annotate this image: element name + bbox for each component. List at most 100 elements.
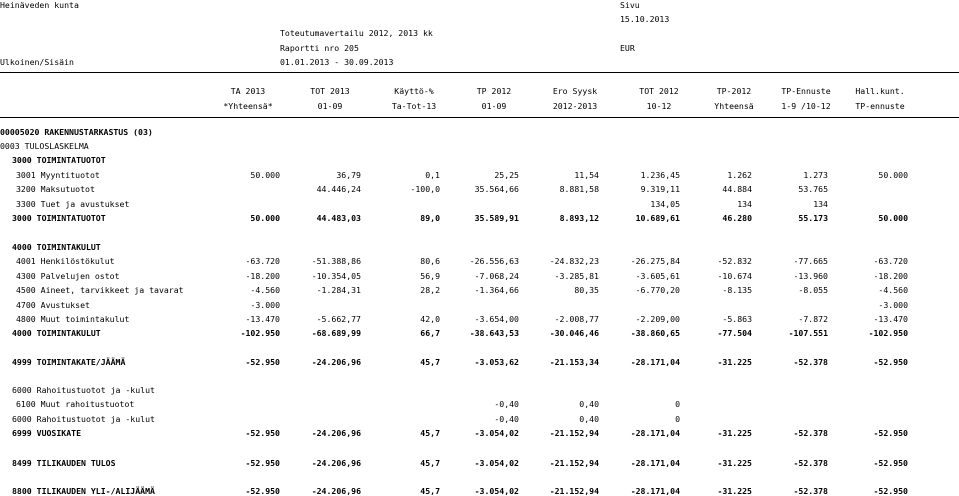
table-cell: -3.054,02: [474, 486, 519, 496]
table-cell: -24.206,96: [311, 357, 361, 367]
table-cell: -0,40: [494, 414, 519, 424]
table-cell: 8.881,58: [559, 184, 599, 194]
report-number: Raportti nro 205: [280, 43, 359, 53]
row-label: 3000 TOIMINTATUOTOT: [12, 213, 106, 223]
table-cell: 45,7: [420, 428, 440, 438]
table-cell: -52.378: [793, 486, 828, 496]
row-label: 6000 Rahoitustuotot ja -kulut: [12, 414, 155, 424]
table-cell: 66,7: [420, 328, 440, 338]
column-header-sub: TP-ennuste: [855, 101, 905, 111]
table-cell: 42,0: [420, 314, 440, 324]
period-label: 01.01.2013 - 30.09.2013: [280, 57, 394, 67]
table-cell: 50.000: [878, 213, 908, 223]
table-cell: -10.354,05: [311, 271, 361, 281]
table-cell: -1.284,31: [316, 285, 361, 295]
table-cell: -77.665: [793, 256, 828, 266]
table-cell: -3.654,00: [474, 314, 519, 324]
table-cell: -100,0: [410, 184, 440, 194]
table-cell: -31.225: [717, 458, 752, 468]
table-cell: -102.950: [868, 328, 908, 338]
table-cell: -5.662,77: [316, 314, 361, 324]
table-cell: -21.152,94: [549, 458, 599, 468]
table-cell: -52.950: [873, 428, 908, 438]
table-cell: -3.053,62: [474, 357, 519, 367]
currency-label: EUR: [620, 43, 635, 53]
table-cell: 1.262: [727, 170, 752, 180]
table-cell: 45,7: [420, 486, 440, 496]
table-cell: -31.225: [717, 428, 752, 438]
table-cell: 45,7: [420, 357, 440, 367]
table-cell: -13.470: [245, 314, 280, 324]
table-cell: -52.378: [793, 428, 828, 438]
table-cell: 35.589,91: [474, 213, 519, 223]
table-cell: 28,2: [420, 285, 440, 295]
table-cell: -28.171,04: [630, 357, 680, 367]
scope-label: Ulkoinen/Sisäin: [0, 57, 74, 67]
table-cell: 1.236,45: [640, 170, 680, 180]
row-label: 6000 Rahoitustuotot ja -kulut: [12, 385, 155, 395]
table-cell: -1.364,66: [474, 285, 519, 295]
table-cell: -52.832: [717, 256, 752, 266]
table-cell: -28.171,04: [630, 428, 680, 438]
table-cell: -3.054,02: [474, 458, 519, 468]
table-cell: 55.173: [798, 213, 828, 223]
table-cell: 0,40: [579, 414, 599, 424]
column-header-sub: 10-12: [646, 101, 672, 111]
table-cell: 0,1: [425, 170, 440, 180]
table-cell: 80,6: [420, 256, 440, 266]
table-cell: -3.000: [878, 300, 908, 310]
table-cell: 44.483,03: [316, 213, 361, 223]
table-cell: -52.378: [793, 357, 828, 367]
table-cell: -52.950: [873, 458, 908, 468]
table-cell: -21.153,34: [549, 357, 599, 367]
table-cell: -63.720: [873, 256, 908, 266]
row-label: 3200 Maksutuotot: [16, 184, 95, 194]
table-cell: -4.560: [250, 285, 280, 295]
table-cell: -52.950: [245, 428, 280, 438]
table-cell: 0,40: [579, 399, 599, 409]
column-header-sub: Ta-Tot-13: [391, 101, 437, 111]
table-cell: -5.863: [722, 314, 752, 324]
column-header-top: Ero Syysk: [552, 86, 598, 96]
row-label: 8499 TILIKAUDEN TULOS: [12, 458, 116, 468]
row-label: 4700 Avustukset: [16, 300, 90, 310]
table-cell: -18.200: [873, 271, 908, 281]
table-cell: 53.765: [798, 184, 828, 194]
report-title: Toteutumavertailu 2012, 2013 kk: [280, 28, 433, 38]
row-label: 3000 TOIMINTATUOTOT: [12, 155, 106, 165]
table-cell: 134,05: [650, 199, 680, 209]
table-cell: 46.280: [722, 213, 752, 223]
table-cell: -6.770,20: [635, 285, 680, 295]
statement-name: 0003 TULOSLASKELMA: [0, 141, 89, 151]
table-cell: -52.950: [873, 486, 908, 496]
row-label: 4500 Aineet, tarvikkeet ja tavarat: [16, 285, 184, 295]
table-cell: 45,7: [420, 458, 440, 468]
column-header-sub: 2012-2013: [552, 101, 598, 111]
table-cell: 134: [737, 199, 752, 209]
table-cell: 0: [675, 399, 680, 409]
table-cell: -2.008,77: [554, 314, 599, 324]
table-cell: 9.319,11: [640, 184, 680, 194]
row-label: 6100 Muut rahoitustuotot: [16, 399, 135, 409]
table-cell: -7.872: [798, 314, 828, 324]
table-cell: -102.950: [240, 328, 280, 338]
table-cell: 44.884: [722, 184, 752, 194]
table-cell: 0: [675, 414, 680, 424]
column-header-top: TP-Ennuste: [781, 86, 831, 96]
column-header-top: TP-2012: [716, 86, 752, 96]
column-header-sub: 01-09: [481, 101, 507, 111]
table-cell: -52.378: [793, 458, 828, 468]
table-cell: -13.960: [793, 271, 828, 281]
table-cell: -52.950: [245, 357, 280, 367]
table-cell: -52.950: [873, 357, 908, 367]
table-cell: -8.135: [722, 285, 752, 295]
column-header-sub: 01-09: [317, 101, 343, 111]
table-cell: -2.209,00: [635, 314, 680, 324]
table-cell: -8.055: [798, 285, 828, 295]
column-header-sub: 1-9 /10-12: [781, 101, 831, 111]
column-header-top: TA 2013: [230, 86, 266, 96]
table-cell: -4.560: [878, 285, 908, 295]
table-cell: 35.564,66: [474, 184, 519, 194]
column-header-top: TP 2012: [476, 86, 512, 96]
table-cell: -3.285,81: [554, 271, 599, 281]
